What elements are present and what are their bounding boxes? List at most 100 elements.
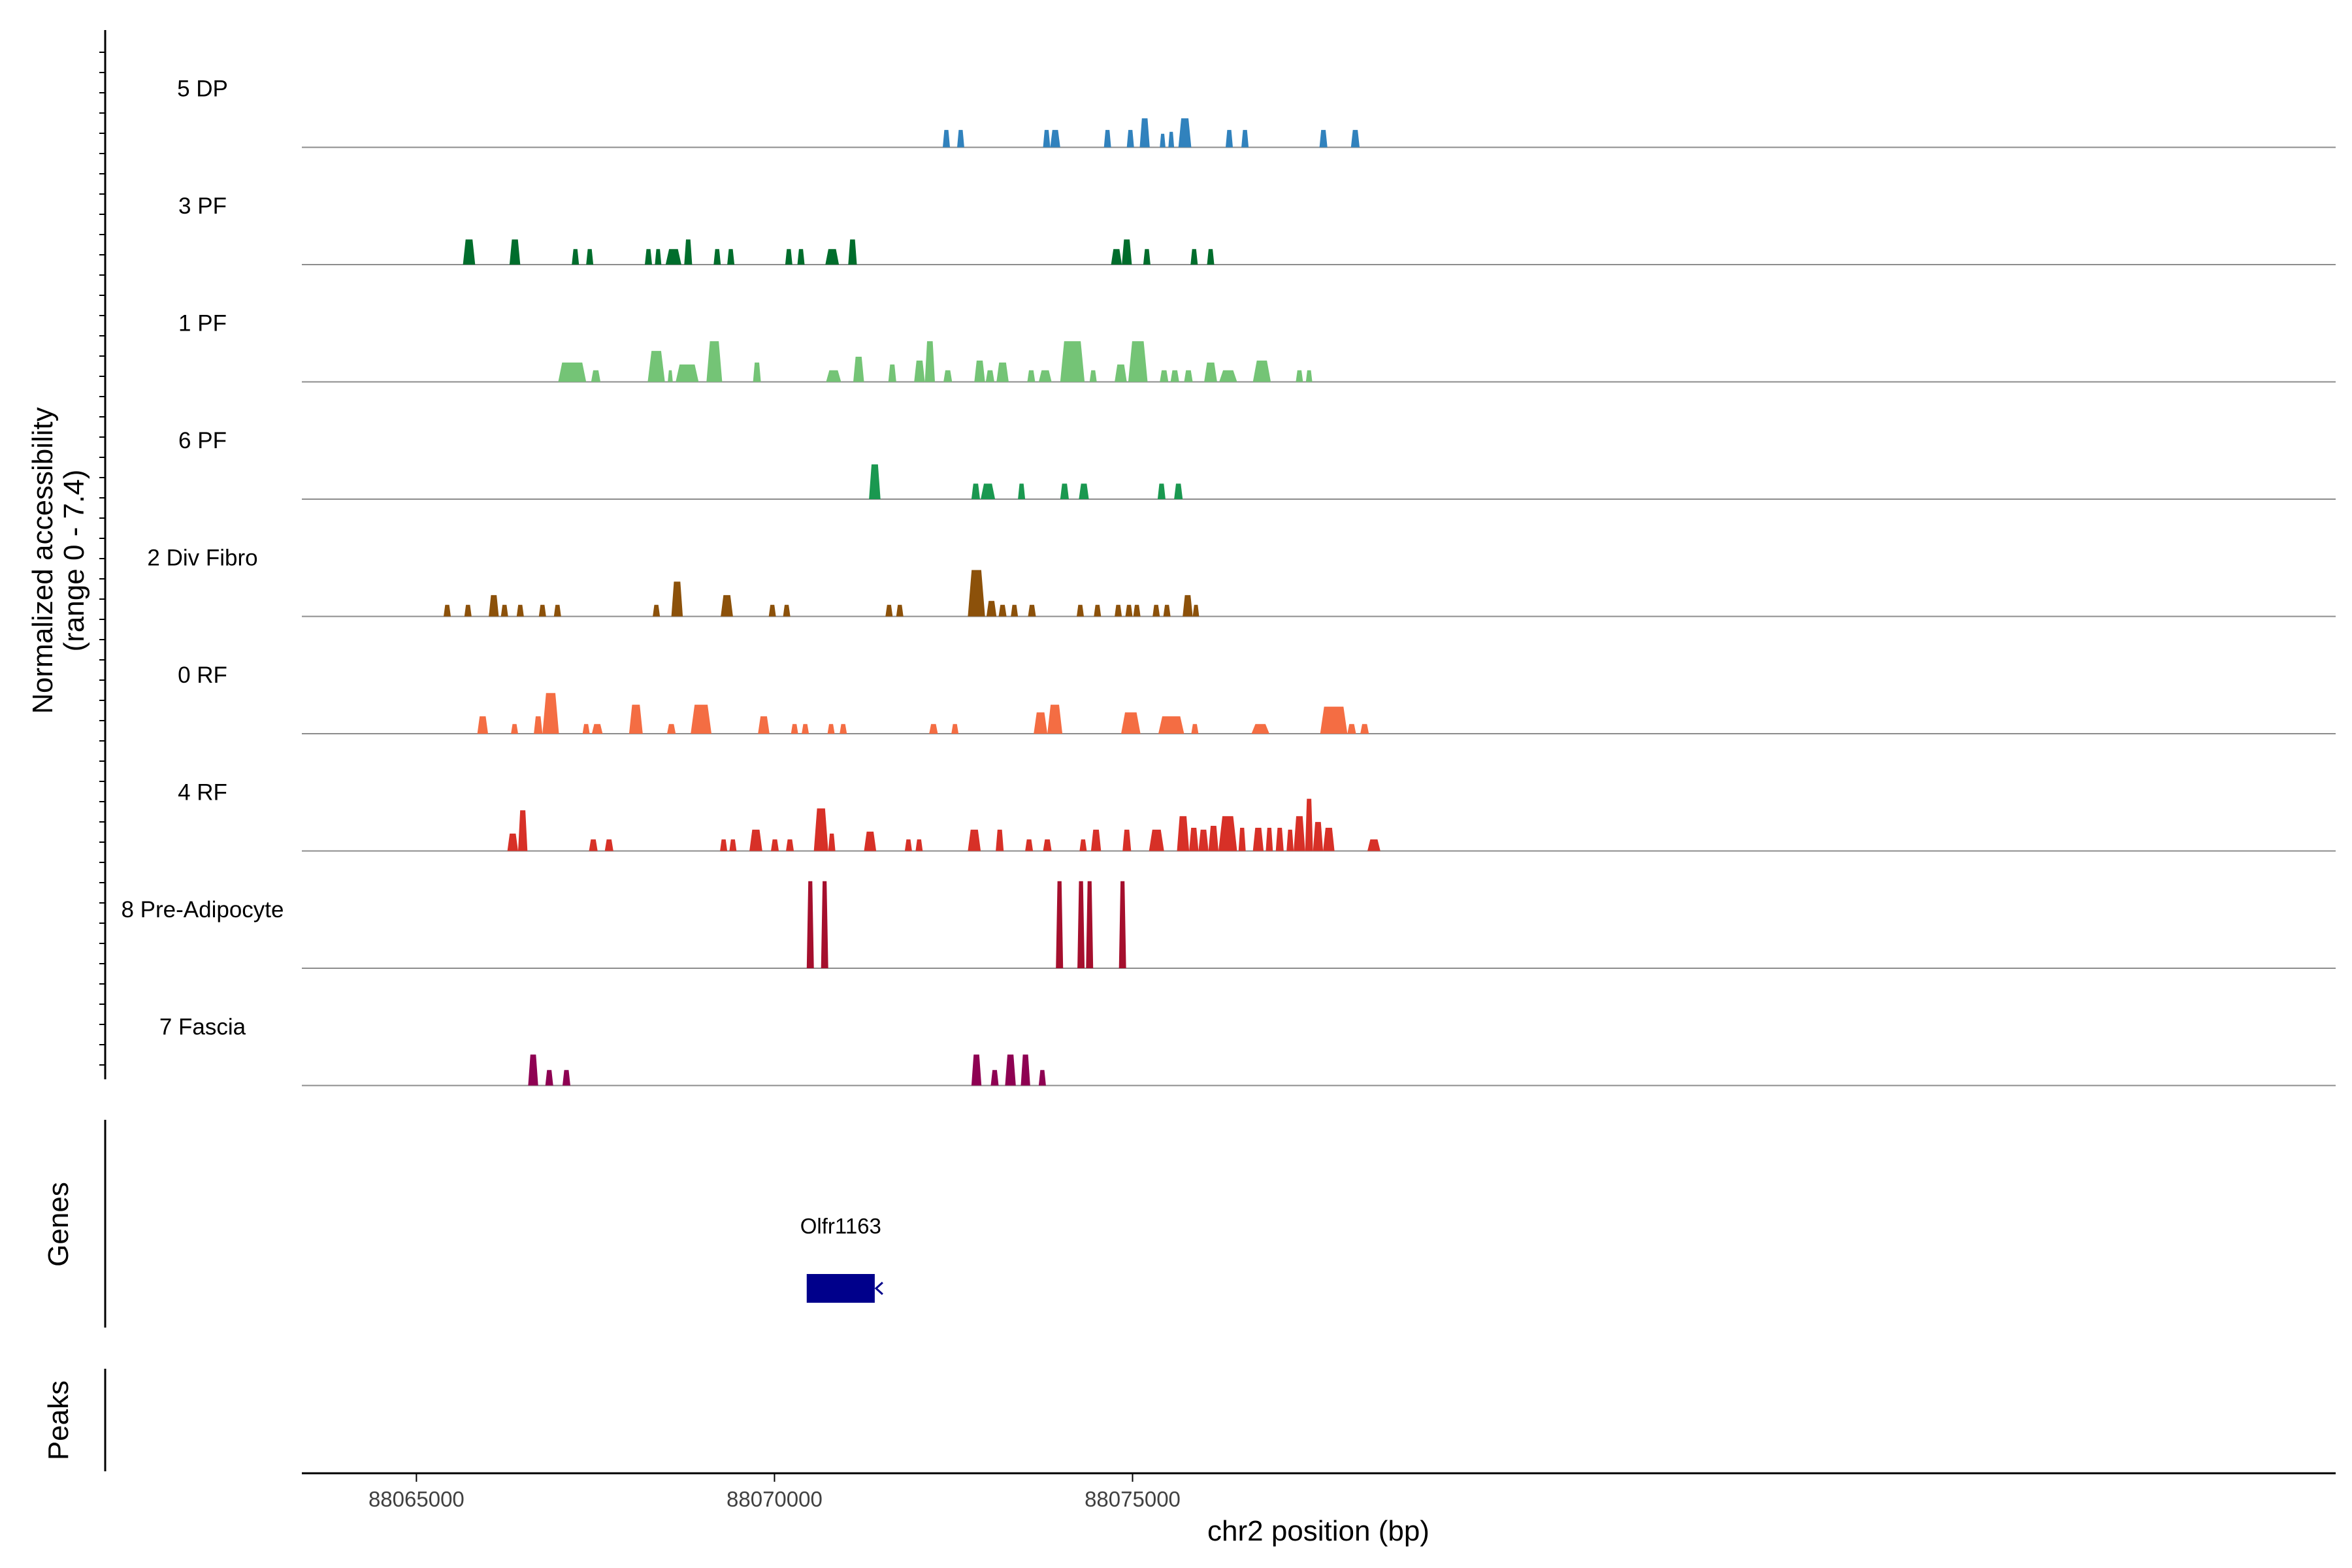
coverage-peak xyxy=(749,829,762,851)
gene-body xyxy=(806,1274,875,1303)
coverage-peak xyxy=(1183,595,1193,617)
coverage-peak xyxy=(768,604,776,617)
track-label-5-dp: 5 DP xyxy=(177,76,228,102)
coverage-peak xyxy=(785,249,792,265)
coverage-peak xyxy=(729,839,737,851)
coverage-peak xyxy=(1160,133,1166,148)
coverage-peak xyxy=(771,839,779,851)
coverage-peak xyxy=(896,604,904,617)
coverage-peak xyxy=(1077,881,1085,968)
coverage-peak xyxy=(974,360,985,382)
coverage-peak xyxy=(990,1070,999,1086)
coverage-peak xyxy=(1149,829,1164,851)
coverage-peak xyxy=(783,604,791,617)
coverage-peak xyxy=(1305,798,1313,851)
coverage-peak xyxy=(1251,724,1269,734)
coverage-peak xyxy=(1158,716,1184,734)
coverage-peak xyxy=(840,724,847,734)
coverage-peak xyxy=(1323,828,1335,851)
coverage-peak xyxy=(1218,816,1237,851)
coverage-peak xyxy=(671,581,683,617)
coverage-peak xyxy=(985,370,994,382)
coverage-peak xyxy=(591,724,603,734)
coverage-peak xyxy=(667,724,676,734)
coverage-peak xyxy=(1005,1054,1016,1086)
coverage-peak xyxy=(797,249,805,265)
coverage-peak xyxy=(1208,826,1218,851)
coverage-peak xyxy=(986,600,997,617)
track-label-8-pre-adipocyte: 8 Pre-Adipocyte xyxy=(121,897,284,923)
coverage-peak xyxy=(655,249,662,265)
track-2-div-fibro: 2 Div Fibro xyxy=(147,546,2336,617)
coverage-peak xyxy=(553,604,561,617)
coverage-peak xyxy=(528,1054,538,1086)
coverage-peak xyxy=(463,239,476,265)
coverage-peak xyxy=(1121,712,1141,734)
coverage-peak xyxy=(996,829,1004,851)
track-1-pf: 1 PF xyxy=(178,311,2336,383)
peaks-panel-title: Peaks xyxy=(42,1380,74,1460)
coverage-peak xyxy=(572,249,580,265)
coverage-peak xyxy=(1128,341,1148,382)
coverage-peak xyxy=(1160,370,1169,382)
coverage-peak xyxy=(971,1054,982,1086)
coverage-peak xyxy=(1296,370,1303,382)
coverage-peak xyxy=(511,724,518,734)
coverage-peak xyxy=(558,362,587,382)
coverage-peak xyxy=(914,360,925,382)
coverage-peak xyxy=(589,839,598,851)
gene-label: Olfr1163 xyxy=(800,1214,881,1238)
coverage-peak xyxy=(996,362,1009,382)
track-label-4-rf: 4 RF xyxy=(178,780,227,806)
coverage-peak xyxy=(1189,828,1199,851)
coverage-peak xyxy=(676,364,699,382)
coverage-peak xyxy=(981,483,996,499)
coverage-peak xyxy=(1125,604,1133,617)
coverage-peak xyxy=(1047,704,1063,734)
coverage-peak xyxy=(1266,828,1273,851)
coverage-peak xyxy=(534,716,543,734)
coverage-peak xyxy=(1177,816,1190,851)
coverage-peak xyxy=(545,1070,553,1086)
coverage-peak xyxy=(604,839,613,851)
coverage-peak xyxy=(653,604,661,617)
coverage-peak xyxy=(1152,604,1160,617)
coverage-peak xyxy=(1011,604,1019,617)
coverage-peak xyxy=(464,604,472,617)
coverage-peak xyxy=(885,604,893,617)
coverage-peak xyxy=(1126,129,1134,148)
coverage-peak xyxy=(753,362,761,382)
coverage-peak xyxy=(1025,839,1034,851)
coverage-peak xyxy=(720,839,728,851)
coverage-peak xyxy=(489,595,499,617)
genes-panel: Olfr1163 xyxy=(800,1214,883,1303)
coverage-peak xyxy=(1028,604,1036,617)
coverage-peak xyxy=(1043,839,1052,851)
track-0-rf: 0 RF xyxy=(178,662,2336,734)
coverage-peak xyxy=(943,370,953,382)
coverage-peak xyxy=(828,833,836,851)
coverage-peak xyxy=(853,357,864,382)
coverage-peak xyxy=(1163,604,1171,617)
coverage-peak xyxy=(1170,370,1179,382)
coverage-peak xyxy=(507,833,518,851)
coverage-peak xyxy=(727,249,735,265)
coverage-peak xyxy=(1021,1054,1030,1086)
coverage-peak xyxy=(1238,828,1246,851)
coverage-peak xyxy=(509,239,521,265)
track-label-6-pf: 6 PF xyxy=(178,428,227,453)
track-7-fascia: 7 Fascia xyxy=(159,1015,2336,1086)
coverage-peak xyxy=(1191,724,1199,734)
coverage-peak xyxy=(1184,370,1193,382)
coverage-peak xyxy=(998,604,1007,617)
coverage-peak xyxy=(500,604,508,617)
coverage-peak xyxy=(1294,816,1305,851)
coverage-peak xyxy=(1090,829,1102,851)
coverage-peak xyxy=(1252,828,1264,851)
coverage-peak xyxy=(1060,483,1069,499)
track-3-pf: 3 PF xyxy=(178,193,2336,265)
coverage-peak xyxy=(1360,724,1369,734)
coverage-peak xyxy=(1350,129,1360,148)
coverage-peak xyxy=(1219,370,1237,382)
